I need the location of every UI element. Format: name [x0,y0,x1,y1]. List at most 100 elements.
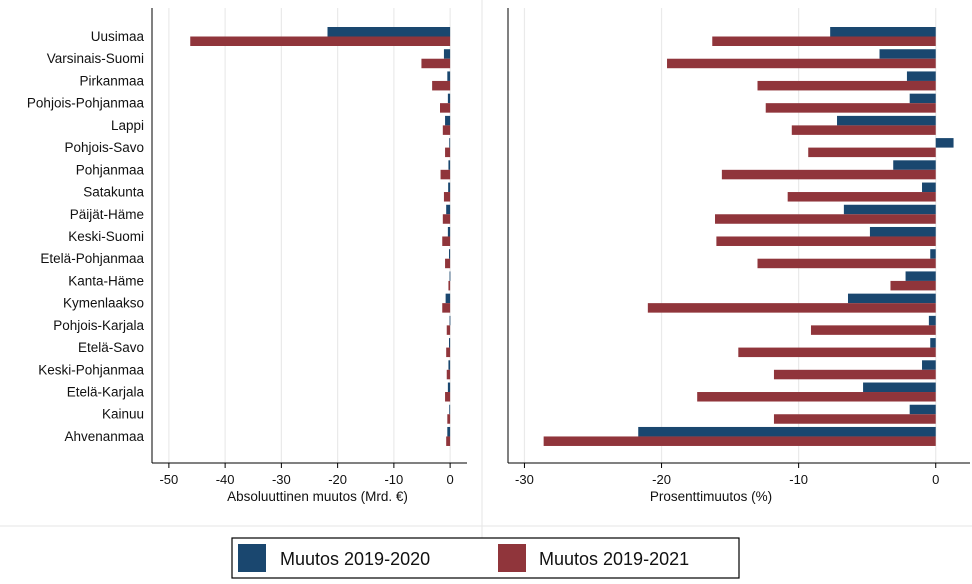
pct-bar-2020-pohjois-savo [935,138,954,148]
abs-bar-2020-paijat-hame [446,204,451,215]
region-label-ahvenanmaa: Ahvenanmaa [64,429,144,444]
pct-x-tick-label: -20 [652,472,671,487]
pct-x-tick-label: -30 [515,472,534,487]
region-label-keski-suomi: Keski-Suomi [68,229,144,244]
abs-bar-2020-pirkanmaa [447,71,451,81]
region-label-pohjois-savo: Pohjois-Savo [64,140,144,155]
abs-bar-2020-ahvenanmaa [447,426,451,437]
abs-bar-2021-pohjanmaa [440,169,451,180]
abs-bar-2021-etela-pohjanmaa [445,258,451,269]
pct-bar-2021-kymenlaakso [647,303,936,313]
abs-bar-2020-uusimaa [327,27,451,37]
abs-bar-2020-pohjois-savo [449,138,451,148]
region-label-etela-karjala: Etelä-Karjala [67,385,145,400]
pct-bar-2021-keski-pohjanmaa [773,369,936,380]
pct-bar-2020-pohjois-karjala [928,315,936,326]
abs-bar-2020-pohjois-pohjanmaa [447,93,451,104]
pct-bar-2020-kanta-hame [905,271,936,281]
legend-box [231,537,740,579]
abs-bar-2021-lappi [442,125,451,135]
pct-bar-2021-keski-suomi [716,236,936,246]
region-label-pohjanmaa: Pohjanmaa [76,162,145,177]
abs-bar-2020-varsinais-suomi [443,49,451,59]
abs-bar-2020-etela-savo [449,338,451,348]
region-label-uusimaa: Uusimaa [91,29,145,44]
abs-bar-2021-keski-suomi [442,236,451,246]
abs-bar-2020-kanta-hame [449,271,451,281]
region-label-etela-savo: Etelä-Savo [78,340,144,355]
abs-bar-2020-satakunta [448,182,451,193]
pct-bar-2020-paijat-hame [843,204,936,215]
pct-bar-2020-kymenlaakso [847,293,936,304]
pct-x-tick-label: -10 [789,472,808,487]
abs-bar-2021-paijat-hame [442,214,451,224]
region-label-lappi: Lappi [111,118,144,133]
abs-x-tick-label: -20 [328,472,347,487]
region-label-paijat-hame: Päijät-Häme [70,207,144,222]
abs-bar-2021-kainuu [447,414,451,424]
pct-bar-2020-pohjanmaa [893,160,936,170]
absolute-change-panel: Uusimaa Varsinais-Suomi Pirkanmaa Pohjois-P… [27,8,467,504]
abs-bar-2020-keski-pohjanmaa [448,360,451,370]
pct-bar-2020-ahvenanmaa [638,426,936,437]
pct-bar-2021-lappi [791,125,936,135]
legend: Muutos 2019-2020 Muutos 2019-2021 [231,537,740,579]
pct-bar-2021-etela-pohjanmaa [757,258,936,269]
region-label-varsinais-suomi: Varsinais-Suomi [47,51,144,66]
pct-bar-2020-satakunta [922,182,936,193]
pct-bar-2020-keski-suomi [869,226,936,237]
pct-bar-2021-satakunta [787,192,936,202]
abs-bar-2021-etela-karjala [445,392,451,402]
abs-bar-2020-pohjois-karjala [449,315,451,326]
abs-bar-2021-satakunta [443,192,451,202]
legend-swatch-2020 [238,544,266,572]
abs-bar-2021-pohjois-pohjanmaa [440,103,451,113]
pct-bar-2021-etela-savo [738,347,936,358]
region-label-kainuu: Kainuu [102,407,144,422]
legend-label-2021: Muutos 2019-2021 [539,549,689,569]
abs-x-tick-label: 0 [447,472,454,487]
pct-bar-2020-etela-karjala [863,382,936,393]
abs-x-tick-label: -30 [272,472,291,487]
pct-bar-2021-pohjois-pohjanmaa [765,103,936,113]
abs-bar-2020-pohjanmaa [448,160,451,170]
pct-bar-2020-kainuu [909,404,936,415]
abs-bar-2020-etela-karjala [447,382,451,393]
abs-bar-2021-ahvenanmaa [446,436,451,446]
abs-bar-2020-keski-suomi [447,226,451,237]
abs-bar-2020-lappi [445,115,451,126]
abs-bar-2021-pohjois-savo [445,147,451,158]
pct-bar-2021-pirkanmaa [757,80,936,91]
pct-bar-2020-etela-pohjanmaa [930,249,936,259]
pct-bar-2021-pohjanmaa [721,169,936,180]
region-label-pirkanmaa: Pirkanmaa [79,73,144,88]
pct-bar-2021-pohjois-savo [808,147,936,158]
region-label-kymenlaakso: Kymenlaakso [63,296,144,311]
abs-bar-2020-etela-pohjanmaa [449,249,451,259]
pct-bar-2020-varsinais-suomi [879,49,936,59]
abs-x-tick-label: -40 [216,472,235,487]
region-label-pohjois-karjala: Pohjois-Karjala [53,318,144,333]
abs-bar-2021-pohjois-karjala [446,325,451,335]
region-label-satakunta: Satakunta [83,185,144,200]
abs-x-tick-label: -50 [159,472,178,487]
pct-bar-2021-kanta-hame [890,280,936,291]
abs-bar-2021-kanta-hame [448,280,451,291]
abs-bar-2020-kainuu [449,404,451,415]
pct-x-tick-label: 0 [932,472,939,487]
abs-bar-2021-kymenlaakso [442,303,451,313]
abs-bar-2021-varsinais-suomi [421,58,451,69]
pct-bar-2021-uusimaa [712,36,936,46]
pct-bar-2021-etela-karjala [697,392,936,402]
region-label-kanta-hame: Kanta-Häme [68,273,144,288]
pct-bar-2020-uusimaa [830,27,936,37]
abs-bar-2021-uusimaa [190,36,451,46]
pct-bar-2021-ahvenanmaa [543,436,936,446]
abs-x-axis-title: Absoluuttinen muutos (Mrd. €) [227,489,408,504]
pct-x-axis-title: Prosenttimuutos (%) [650,489,772,504]
pct-bar-2020-etela-savo [930,338,936,348]
legend-swatch-2021 [498,544,526,572]
percent-change-panel: -30 -20 -10 0 Prosenttimuutos (%) [507,8,970,504]
abs-bar-2021-etela-savo [446,347,451,358]
